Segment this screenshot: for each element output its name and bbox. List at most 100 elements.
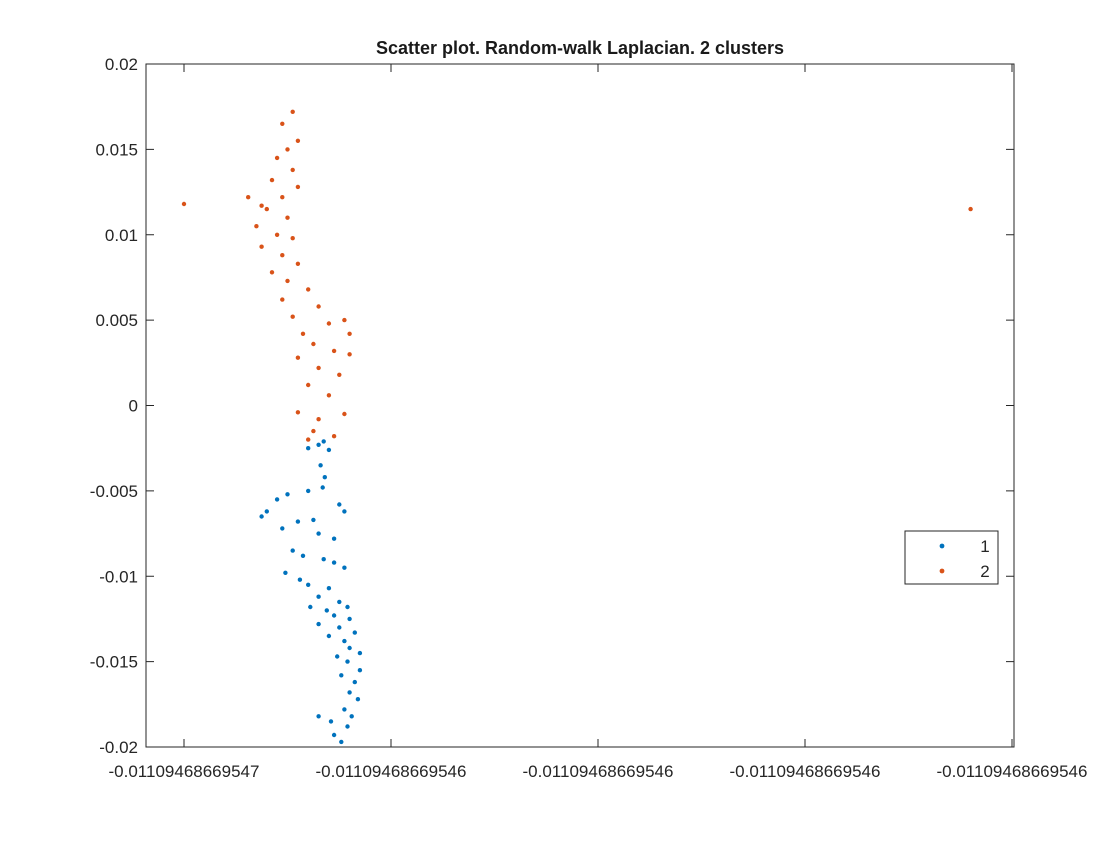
point-series-2 [306,287,311,292]
y-tick-label: -0.015 [90,653,138,672]
y-tick-label: 0.02 [105,55,138,74]
point-series-2 [290,314,295,319]
point-series-1 [321,557,326,562]
point-series-2 [280,297,285,302]
point-series-2 [295,355,301,360]
point-series-1 [337,599,342,605]
point-series-1 [285,492,290,497]
point-series-1 [337,502,342,507]
point-series-1 [283,570,288,575]
point-series-1 [342,707,347,712]
point-series-1 [331,536,337,541]
point-series-1 [316,621,321,627]
point-series-2 [311,428,316,434]
legend[interactable]: 12 [904,530,999,585]
point-series-2 [311,341,316,347]
point-series-2 [254,224,259,229]
point-series-1 [290,548,295,553]
point-series-1 [324,608,329,613]
point-series-2 [280,253,285,258]
point-series-1 [345,604,350,610]
point-series-2 [342,411,347,417]
point-series-1 [342,638,347,644]
point-series-2 [316,365,321,371]
x-tick-label: -0.01109468669547 [109,762,260,781]
points-layer [181,109,973,745]
point-series-1 [306,488,311,494]
point-series-2 [181,201,187,207]
point-series-1 [328,719,334,724]
point-series-2 [295,184,301,190]
chart-title: Scatter plot. Random-walk Laplacian. 2 c… [376,38,784,58]
point-series-2 [300,331,306,336]
point-series-2 [280,195,285,200]
point-series-1 [355,697,361,702]
point-series-1 [306,446,311,451]
point-series-1 [347,645,352,651]
point-series-2 [316,304,321,309]
point-series-1 [357,668,363,673]
point-series-2 [290,109,295,115]
point-series-2 [280,121,285,127]
point-series-2 [295,261,301,266]
point-series-1 [259,514,264,519]
x-tick-label: -0.01109468669546 [316,762,467,781]
point-series-1 [311,517,316,523]
point-series-1 [335,654,340,659]
point-series-2 [269,270,275,275]
point-series-1 [316,442,321,447]
point-series-2 [337,372,342,377]
legend-label-1: 1 [980,537,989,556]
point-series-2 [264,206,269,212]
point-series-1 [295,519,301,524]
point-series-1 [347,690,352,695]
y-tick-label: 0.01 [105,226,138,245]
point-series-1 [352,679,357,685]
point-series-1 [326,586,332,591]
point-series-1 [357,650,363,656]
point-series-1 [320,485,325,490]
y-tick-label: -0.02 [99,738,138,757]
point-series-1 [342,509,347,514]
x-tick-label: -0.01109468669546 [730,762,881,781]
x-tick-label: -0.01109468669546 [937,762,1088,781]
x-tick-label: -0.01109468669546 [523,762,674,781]
point-series-2 [306,382,311,388]
point-series-2 [342,317,347,323]
point-series-1 [337,625,342,630]
point-series-1 [326,633,332,639]
point-series-1 [331,560,337,565]
point-series-1 [274,497,280,502]
point-series-2 [347,331,352,336]
point-series-2 [306,437,311,442]
legend-marker-1 [939,543,945,549]
y-tick-label: -0.01 [99,567,138,586]
point-series-2 [274,232,280,237]
point-series-1 [321,439,326,444]
point-series-1 [316,594,321,599]
point-series-1 [326,447,332,453]
point-series-1 [347,616,352,622]
point-series-1 [308,604,313,610]
point-series-2 [347,352,352,357]
point-series-1 [352,630,357,635]
plot-area [146,64,1014,747]
point-series-2 [968,206,973,212]
point-series-1 [339,739,344,745]
point-series-2 [269,177,275,183]
point-series-2 [285,147,290,152]
point-series-1 [280,526,285,531]
point-series-1 [342,565,347,570]
point-series-1 [316,714,321,719]
legend-marker-2 [939,568,945,574]
point-series-2 [316,417,321,422]
point-series-1 [264,509,269,514]
y-tick-label: 0.015 [95,140,138,159]
point-series-2 [290,236,295,241]
point-series-2 [331,348,337,354]
y-tick-label: 0 [129,397,138,416]
point-series-2 [326,321,332,326]
point-series-2 [331,434,337,439]
